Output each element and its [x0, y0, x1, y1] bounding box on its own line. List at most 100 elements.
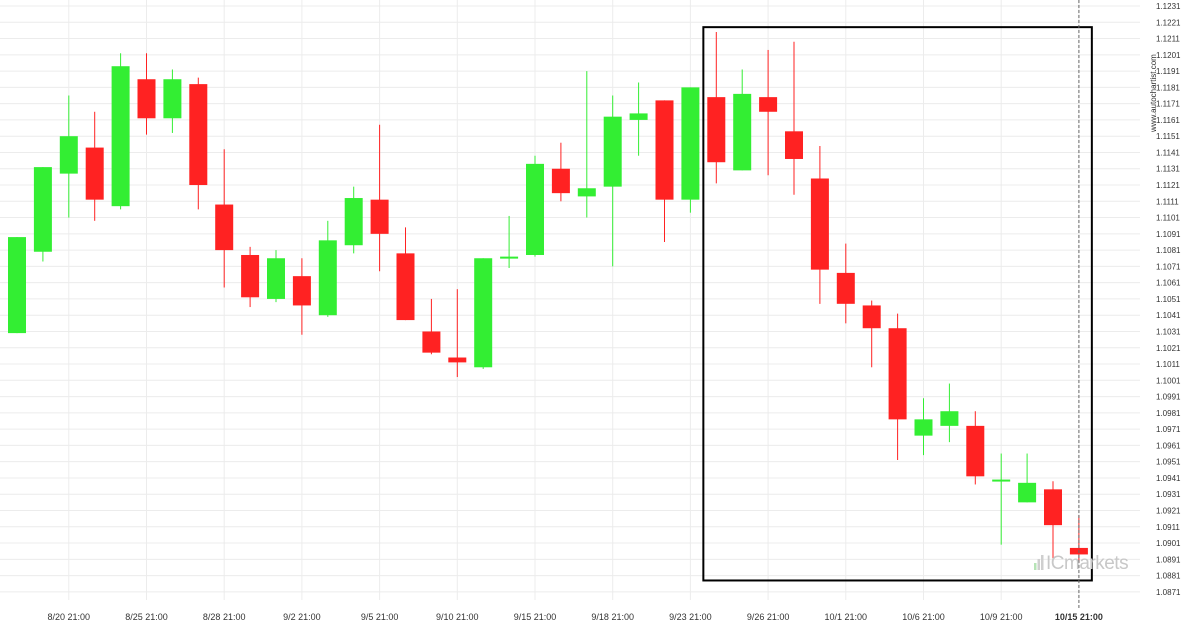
candle — [448, 289, 467, 378]
y-tick-label: 1.1021 — [1156, 344, 1181, 353]
candle-body — [759, 97, 778, 112]
bars-icon — [1034, 555, 1044, 570]
candle — [344, 186, 363, 254]
y-tick-label: 1.1201 — [1156, 51, 1181, 60]
y-tick-label: 1.0881 — [1156, 572, 1181, 581]
candle — [370, 124, 389, 272]
candle-body — [370, 199, 389, 234]
x-tick-label: 8/20 21:00 — [48, 612, 91, 622]
pattern-highlight — [702, 26, 1093, 582]
y-tick-label: 1.1181 — [1156, 83, 1180, 92]
y-tick-label: 1.0941 — [1156, 474, 1181, 483]
candle — [836, 243, 855, 324]
candle-body — [914, 419, 933, 436]
candle — [59, 95, 78, 218]
candle — [163, 69, 182, 133]
candle-body — [474, 258, 493, 368]
candle — [759, 49, 778, 176]
y-tick-label: 1.0891 — [1156, 555, 1181, 564]
x-tick-label: 9/2 21:00 — [283, 612, 321, 622]
candle-body — [992, 479, 1011, 482]
candle — [292, 258, 311, 335]
candle — [33, 167, 52, 262]
candle-body — [681, 87, 700, 200]
x-tick-label: 10/1 21:00 — [825, 612, 868, 622]
y-tick-label: 1.1161 — [1156, 116, 1180, 125]
y-tick-label: 1.1151 — [1156, 132, 1180, 141]
x-tick-label: 9/26 21:00 — [747, 612, 790, 622]
candle-body — [267, 258, 285, 299]
candle — [733, 69, 752, 171]
brand-logo: ICmarkets — [1034, 553, 1129, 574]
candle-body — [215, 204, 234, 251]
candle — [318, 220, 337, 317]
candle-body — [1018, 482, 1037, 503]
x-tick-label: 10/6 21:00 — [902, 612, 945, 622]
candle-body — [785, 131, 803, 159]
candle-body — [733, 93, 752, 171]
y-axis-ticks: 1.1231 1.1221 1.1211 1.1201 1.1191 1.1181 1.11… — [1156, 2, 1181, 597]
candle-body — [59, 136, 78, 174]
candle — [577, 71, 596, 218]
candle — [914, 398, 933, 456]
y-tick-label: 1.1211 — [1156, 35, 1180, 44]
candle-body — [189, 84, 208, 186]
y-tick-label: 1.0871 — [1156, 588, 1181, 597]
x-tick-label: 8/25 21:00 — [125, 612, 168, 622]
candle — [8, 237, 26, 334]
y-tick-label: 1.1041 — [1156, 311, 1181, 320]
candle-body — [500, 256, 519, 259]
candle-body — [655, 100, 674, 200]
candle — [940, 383, 959, 443]
candle-body — [707, 97, 726, 163]
x-axis-ticks: 8/20 21:00 8/25 21:00 8/28 21:00 9/2 21:00 9… — [48, 612, 1103, 622]
candle — [629, 82, 648, 156]
candle — [422, 298, 441, 355]
y-tick-label: 1.1001 — [1156, 376, 1181, 385]
candle — [603, 95, 622, 267]
candle-body — [940, 411, 959, 426]
y-tick-label: 1.0901 — [1156, 539, 1181, 548]
candle-body — [292, 276, 311, 306]
candle — [810, 145, 829, 304]
candle-body — [836, 272, 855, 304]
candle — [655, 100, 674, 242]
y-tick-label: 1.1231 — [1156, 2, 1181, 11]
highlight-box — [702, 26, 1093, 582]
candle — [785, 41, 803, 195]
candle — [1018, 453, 1037, 503]
candle-body — [966, 425, 985, 477]
candle-body — [526, 163, 544, 255]
x-tick-label: 10/9 21:00 — [980, 612, 1023, 622]
candle-body — [85, 147, 104, 200]
y-tick-label: 1.1221 — [1156, 18, 1181, 27]
candle — [1044, 481, 1062, 563]
watermark: www.autochartist.com — [1149, 54, 1158, 132]
y-tick-label: 1.1171 — [1156, 100, 1180, 109]
y-tick-label: 1.1131 — [1156, 165, 1180, 174]
y-tick-label: 1.1081 — [1156, 246, 1181, 255]
candle — [85, 111, 104, 221]
candle-body — [422, 331, 441, 353]
candle-body — [163, 79, 182, 119]
y-tick-label: 1.0921 — [1156, 506, 1181, 515]
watermark-text: www.autochartist.com — [1149, 54, 1158, 132]
y-tick-label: 1.1031 — [1156, 327, 1181, 336]
x-tick-label: 9/10 21:00 — [436, 612, 479, 622]
candle-body — [862, 305, 881, 329]
candle — [500, 215, 519, 269]
candle — [526, 155, 544, 257]
x-tick-label: 9/15 21:00 — [514, 612, 557, 622]
candle-body — [344, 198, 363, 246]
candle — [551, 142, 570, 202]
candle-body — [577, 188, 596, 197]
x-tick-label: 9/18 21:00 — [591, 612, 634, 622]
y-tick-label: 1.1071 — [1156, 262, 1181, 271]
y-tick-label: 1.0971 — [1156, 425, 1181, 434]
candle — [189, 77, 208, 210]
y-tick-label: 1.1141 — [1156, 148, 1180, 157]
candle — [966, 411, 985, 485]
x-tick-label: 9/5 21:00 — [361, 612, 399, 622]
y-tick-label: 1.0931 — [1156, 490, 1181, 499]
